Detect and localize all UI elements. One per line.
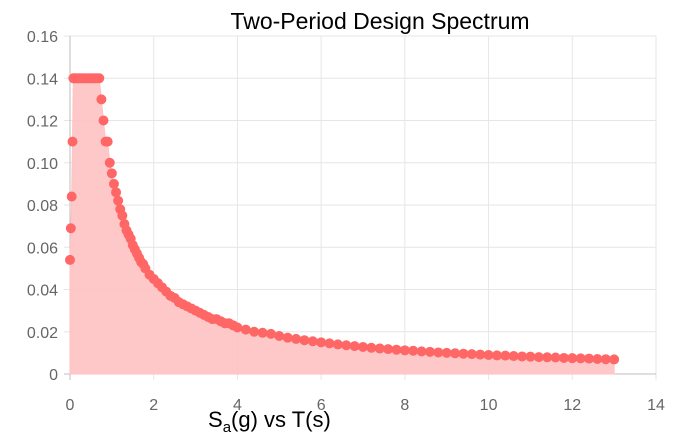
data-point [299,335,310,346]
data-point [542,352,553,363]
data-point [358,341,368,352]
data-point [500,350,511,361]
y-tick-label: 0.04 [27,283,58,300]
tick-labels: 0 2 4 6 8 10 12 14 0 0.02 0.04 0.06 0.08 0.10 0.12 0.14… [27,29,665,414]
data-point [257,327,268,338]
data-point [96,94,107,105]
data-point [265,328,276,339]
legend-subscript: a [223,419,232,436]
data-point [558,352,569,363]
data-point [108,178,119,189]
data-point [349,341,360,352]
data-point [341,340,352,351]
data-point [466,349,477,360]
data-point [433,347,444,358]
y-tick-label: 0.02 [27,325,58,342]
y-tick-label: 0.08 [27,198,58,215]
data-point [550,352,561,363]
data-point [106,168,117,179]
data-point [324,338,335,349]
data-point [249,326,260,337]
data-point [307,336,318,347]
data-point [94,73,105,84]
y-tick-label: 0.14 [27,71,58,88]
x-tick-label: 12 [563,397,581,414]
data-point [609,354,620,365]
y-tick-label: 0.16 [27,29,58,46]
y-tick-label: 0.06 [27,240,58,257]
data-point [113,195,124,206]
data-point [65,254,75,265]
data-point [567,353,578,364]
legend-symbol: S [208,407,223,432]
data-point [508,351,519,362]
x-tick-label: 14 [647,397,665,414]
data-point [475,349,486,360]
data-point [517,351,528,362]
x-tick-label: 4 [233,397,242,414]
data-point [67,136,78,147]
data-point [291,333,302,344]
data-point [332,339,343,350]
data-point [584,353,595,364]
data-point [592,354,603,365]
data-point [416,346,427,357]
y-tick-label: 0.10 [27,156,58,173]
data-point [491,350,502,361]
x-tick-label: 2 [149,397,158,414]
data-point [600,354,611,365]
data-point [65,223,76,234]
y-tick-label: 0 [49,367,58,384]
data-point [399,345,410,356]
data-point [441,347,452,358]
data-point [102,136,113,147]
legend-description: (g) vs T(s) [231,407,331,432]
data-point [391,344,402,355]
data-point [316,337,327,348]
legend: Sa(g) vs T(s) [208,407,331,436]
x-tick-label: 6 [317,397,326,414]
data-point [104,157,115,168]
data-point [66,191,77,202]
legend-label: Sa(g) vs T(s) [208,407,331,436]
data-point [424,346,435,357]
data-markers [65,73,620,365]
data-point [458,348,469,359]
data-point [282,332,293,343]
data-point [383,344,394,355]
data-point [575,353,586,364]
x-tick-label: 10 [480,397,498,414]
data-point [98,115,109,126]
data-point [533,352,544,363]
data-point [374,343,385,354]
data-point [483,349,494,360]
data-point [111,187,122,198]
data-point [274,330,285,341]
data-point [450,348,461,359]
spectrum-area-fill [69,77,615,375]
data-point [408,345,419,356]
data-point [366,342,377,353]
data-point [232,322,243,333]
x-tick-label: 8 [400,397,409,414]
chart-title: Two-Period Design Spectrum [230,8,529,34]
data-point [525,351,536,362]
x-tick-label: 0 [66,397,75,414]
y-tick-label: 0.12 [27,114,58,131]
data-point [117,210,128,221]
data-point [240,324,251,335]
